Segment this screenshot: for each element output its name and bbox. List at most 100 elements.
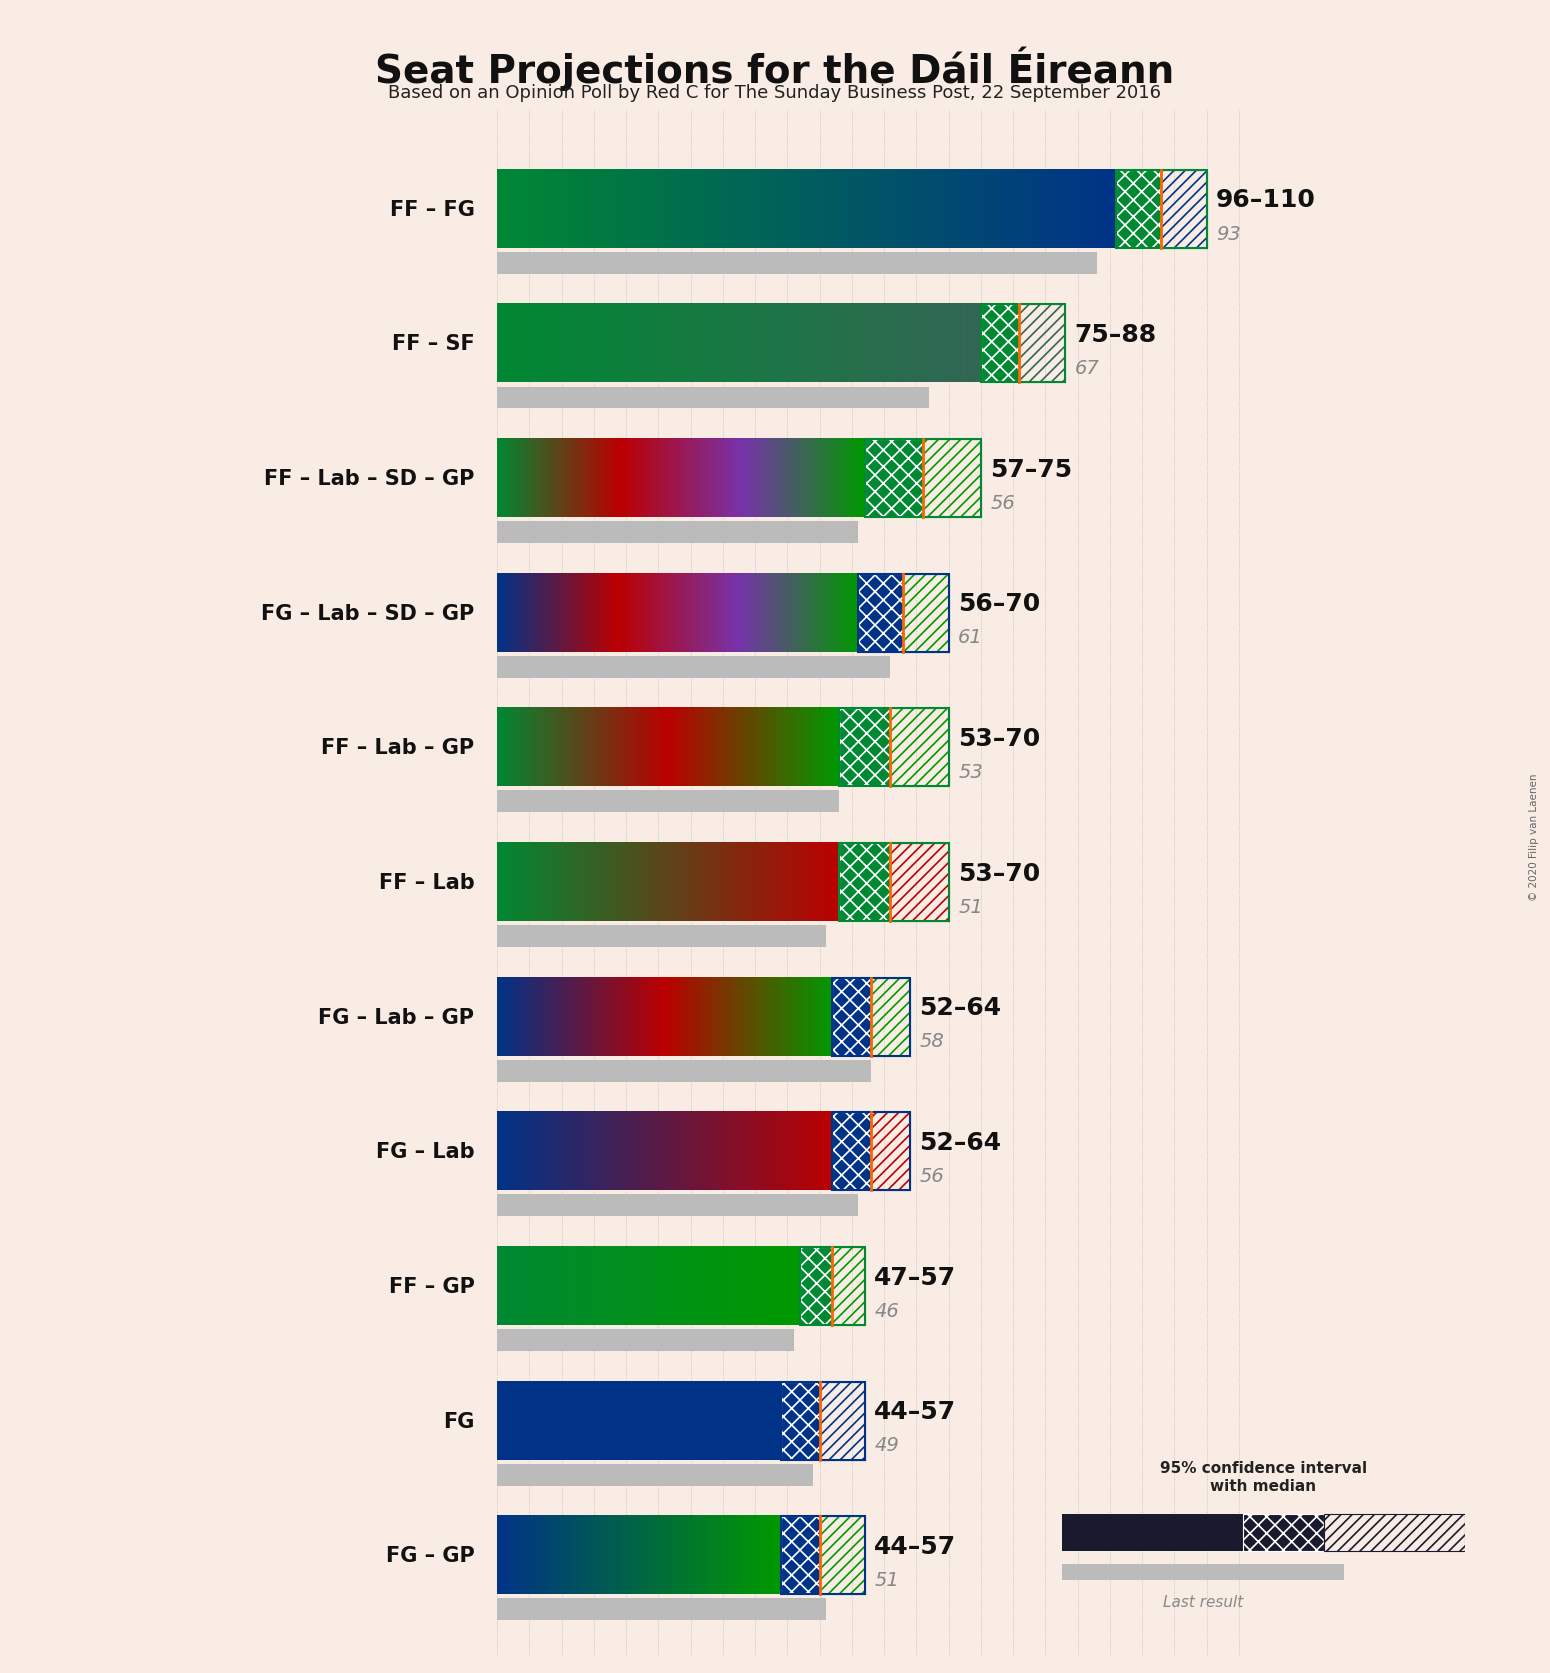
Bar bbox=[498, 522, 859, 544]
Bar bbox=[871, 1113, 910, 1191]
Text: 56: 56 bbox=[990, 494, 1015, 512]
Text: FF – FG: FF – FG bbox=[389, 199, 474, 219]
Text: 51: 51 bbox=[958, 897, 983, 917]
Bar bbox=[498, 386, 928, 410]
Text: 47–57: 47–57 bbox=[874, 1265, 956, 1288]
Text: FF – GP: FF – GP bbox=[389, 1276, 474, 1297]
Bar bbox=[832, 1113, 910, 1191]
Bar bbox=[839, 843, 890, 922]
Text: 75–88: 75–88 bbox=[1074, 323, 1156, 346]
Text: 51: 51 bbox=[874, 1569, 899, 1589]
Bar bbox=[1020, 304, 1065, 383]
Text: Last result: Last result bbox=[1162, 1594, 1243, 1609]
Bar bbox=[859, 574, 904, 652]
Bar bbox=[832, 979, 871, 1056]
Text: 93: 93 bbox=[1217, 224, 1242, 243]
Bar bbox=[498, 253, 1097, 274]
Bar bbox=[839, 709, 890, 786]
Text: FF – Lab: FF – Lab bbox=[378, 873, 474, 892]
Bar bbox=[1161, 171, 1206, 249]
Bar bbox=[498, 656, 890, 678]
Bar bbox=[832, 979, 871, 1056]
Text: 61: 61 bbox=[958, 627, 983, 647]
Bar bbox=[820, 1382, 865, 1461]
Text: FG: FG bbox=[443, 1410, 474, 1430]
Bar bbox=[800, 1246, 832, 1325]
Bar bbox=[781, 1516, 820, 1594]
Bar bbox=[1116, 171, 1161, 249]
Text: © 2020 Filip van Laenen: © 2020 Filip van Laenen bbox=[1530, 773, 1539, 900]
Bar bbox=[1116, 171, 1206, 249]
Bar bbox=[859, 574, 904, 652]
Text: 52–64: 52–64 bbox=[919, 1131, 1001, 1154]
Bar bbox=[890, 843, 949, 922]
Bar bbox=[832, 979, 910, 1056]
Text: 49: 49 bbox=[874, 1435, 899, 1454]
Bar bbox=[981, 304, 1020, 383]
Bar bbox=[498, 1464, 814, 1486]
Text: Seat Projections for the Dáil Éireann: Seat Projections for the Dáil Éireann bbox=[375, 47, 1175, 92]
Bar bbox=[800, 1246, 865, 1325]
Bar bbox=[865, 440, 922, 519]
Text: 44–57: 44–57 bbox=[874, 1534, 956, 1558]
Text: 58: 58 bbox=[919, 1032, 944, 1051]
Bar bbox=[1116, 171, 1161, 249]
Bar bbox=[1324, 1514, 1465, 1551]
Text: FF – Lab – GP: FF – Lab – GP bbox=[321, 738, 474, 758]
Bar bbox=[781, 1516, 820, 1594]
Bar bbox=[1062, 1514, 1243, 1551]
Bar bbox=[904, 574, 949, 652]
Bar bbox=[498, 1598, 826, 1619]
Bar bbox=[1243, 1514, 1324, 1551]
Bar bbox=[871, 979, 910, 1056]
Text: FF – Lab – SD – GP: FF – Lab – SD – GP bbox=[264, 468, 474, 489]
Bar bbox=[981, 304, 1020, 383]
Bar bbox=[498, 1330, 794, 1352]
Bar bbox=[839, 843, 890, 922]
Text: FG – Lab – GP: FG – Lab – GP bbox=[318, 1007, 474, 1027]
Bar bbox=[800, 1246, 832, 1325]
Bar bbox=[839, 709, 890, 786]
Bar bbox=[839, 843, 949, 922]
Text: 53: 53 bbox=[958, 763, 983, 781]
Bar bbox=[839, 709, 890, 786]
Bar bbox=[781, 1382, 820, 1461]
Bar bbox=[832, 1246, 865, 1325]
Text: 56: 56 bbox=[919, 1166, 944, 1186]
Bar bbox=[820, 1516, 865, 1594]
Text: 52–64: 52–64 bbox=[919, 995, 1001, 1019]
Text: 44–57: 44–57 bbox=[874, 1399, 956, 1424]
Text: 95% confidence interval
with median: 95% confidence interval with median bbox=[1159, 1461, 1367, 1492]
Text: FG – Lab: FG – Lab bbox=[375, 1141, 474, 1161]
Text: 53–70: 53–70 bbox=[958, 726, 1040, 751]
Bar bbox=[981, 304, 1020, 383]
Bar bbox=[781, 1382, 820, 1461]
Bar bbox=[498, 1061, 871, 1082]
Text: FG – GP: FG – GP bbox=[386, 1546, 474, 1566]
Text: 46: 46 bbox=[874, 1302, 899, 1320]
Bar bbox=[832, 1113, 871, 1191]
Bar bbox=[1062, 1564, 1344, 1579]
Text: 96–110: 96–110 bbox=[1217, 189, 1316, 212]
Bar bbox=[498, 791, 839, 813]
Text: 57–75: 57–75 bbox=[990, 457, 1073, 482]
Bar bbox=[922, 440, 981, 519]
Bar bbox=[981, 304, 1065, 383]
Bar bbox=[781, 1382, 865, 1461]
Text: 53–70: 53–70 bbox=[958, 862, 1040, 885]
Bar bbox=[781, 1382, 820, 1461]
Bar bbox=[781, 1516, 820, 1594]
Bar bbox=[839, 709, 949, 786]
Bar bbox=[498, 925, 826, 947]
Bar bbox=[832, 979, 871, 1056]
Bar bbox=[890, 709, 949, 786]
Bar bbox=[859, 574, 904, 652]
Bar bbox=[865, 440, 981, 519]
Bar bbox=[781, 1516, 865, 1594]
Bar bbox=[832, 1113, 871, 1191]
Bar bbox=[832, 1113, 871, 1191]
Bar bbox=[865, 440, 922, 519]
Bar bbox=[865, 440, 922, 519]
Bar bbox=[839, 843, 890, 922]
Text: 56–70: 56–70 bbox=[958, 592, 1040, 616]
